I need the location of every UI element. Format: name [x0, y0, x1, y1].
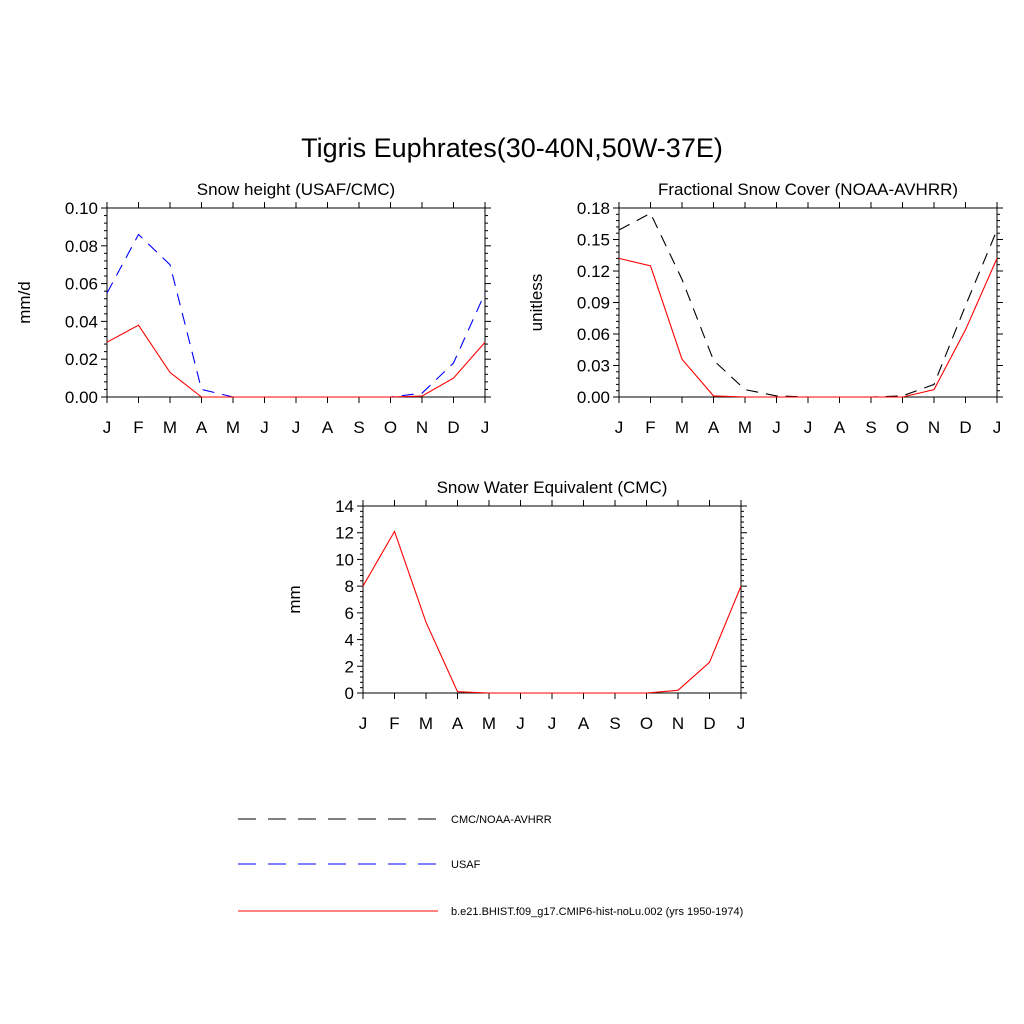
plot-frame [106, 207, 486, 398]
y-tick-label: 0.06 [577, 325, 610, 344]
chart-panel-1: Snow height (USAF/CMC) mm/d 0.00 0.02 0.04 0.… [15, 180, 491, 437]
y-tick-label: 6 [345, 604, 354, 623]
y-tick-label: 0.15 [577, 231, 610, 250]
y-tick-label: 4 [345, 631, 354, 650]
legend-label: USAF [451, 859, 481, 871]
x-tick-label: J [292, 418, 301, 437]
x-tick-label: S [609, 714, 620, 733]
y-tick-label: 0.00 [65, 388, 98, 407]
series-line [618, 257, 998, 398]
x-tick-label: M [226, 418, 240, 437]
x-tick-label: J [548, 714, 557, 733]
x-tick-label: F [389, 714, 399, 733]
y-tick-label: 2 [345, 657, 354, 676]
legend-item: b.e21.BHIST.f09_g17.CMIP6-hist-noLu.002 … [238, 906, 743, 918]
y-axis-label: mm [285, 585, 304, 613]
x-tick-label: N [672, 714, 684, 733]
x-tick-label: J [772, 418, 781, 437]
x-tick-label: D [447, 418, 459, 437]
panel-title: Snow height (USAF/CMC) [197, 180, 395, 199]
x-tick-label: M [738, 418, 752, 437]
x-tick-label: N [416, 418, 428, 437]
series-line [618, 212, 998, 398]
x-tick-label: D [703, 714, 715, 733]
y-tick-label: 0.09 [577, 294, 610, 313]
y-tick-label: 0 [345, 684, 354, 703]
x-tick-label: O [640, 714, 653, 733]
x-tick-label: J [516, 714, 525, 733]
x-tick-label: S [865, 418, 876, 437]
y-axis-label: unitless [527, 274, 546, 332]
y-tick-label: 0.02 [65, 350, 98, 369]
y-tick-label: 0.00 [577, 388, 610, 407]
x-tick-label: J [359, 714, 368, 733]
panel-title: Fractional Snow Cover (NOAA-AVHRR) [658, 180, 958, 199]
x-tick-label: A [322, 418, 334, 437]
x-tick-label: A [196, 418, 208, 437]
x-tick-label: D [959, 418, 971, 437]
x-tick-label: F [133, 418, 143, 437]
y-tick-label: 14 [335, 497, 354, 516]
series-line [106, 324, 486, 398]
x-tick-label: O [384, 418, 397, 437]
x-tick-label: J [737, 714, 746, 733]
x-tick-label: A [452, 714, 464, 733]
y-tick-label: 0.12 [577, 262, 610, 281]
figure-title: Tigris Euphrates(30-40N,50W-37E) [301, 133, 723, 163]
x-tick-label: A [708, 418, 720, 437]
x-tick-label: A [834, 418, 846, 437]
x-tick-label: J [260, 418, 269, 437]
x-tick-label: A [578, 714, 590, 733]
x-tick-label: J [804, 418, 813, 437]
y-axis-label: mm/d [15, 281, 34, 324]
y-tick-label: 8 [345, 577, 354, 596]
legend-label: b.e21.BHIST.f09_g17.CMIP6-hist-noLu.002 … [451, 906, 743, 918]
x-tick-label: M [163, 418, 177, 437]
y-tick-label: 0.04 [65, 312, 98, 331]
legend: CMC/NOAA-AVHRR USAF b.e21.BHIST.f09_g17.CM… [238, 814, 743, 918]
series-line [106, 233, 486, 398]
x-tick-label: J [993, 418, 1002, 437]
panel-title: Snow Water Equivalent (CMC) [437, 478, 668, 497]
y-tick-label: 0.06 [65, 275, 98, 294]
x-tick-label: M [675, 418, 689, 437]
y-tick-label: 0.18 [577, 199, 610, 218]
x-tick-label: J [615, 418, 624, 437]
x-tick-label: M [482, 714, 496, 733]
x-tick-label: F [645, 418, 655, 437]
chart-panel-3: Snow Water Equivalent (CMC) mm 0 2 4 6 8 10 12 14… [285, 478, 747, 733]
y-tick-label: 0.03 [577, 357, 610, 376]
plot-frame [362, 505, 742, 694]
y-tick-label: 12 [335, 524, 354, 543]
x-tick-label: O [896, 418, 909, 437]
series-line [362, 530, 742, 694]
chart-panel-2: Fractional Snow Cover (NOAA-AVHRR) unitle… [527, 180, 1003, 437]
y-tick-label: 10 [335, 550, 354, 569]
y-tick-label: 0.08 [65, 237, 98, 256]
legend-label: CMC/NOAA-AVHRR [451, 814, 552, 826]
x-tick-label: J [481, 418, 490, 437]
x-tick-label: M [419, 714, 433, 733]
x-tick-label: J [103, 418, 112, 437]
legend-item: USAF [238, 859, 481, 871]
x-tick-label: S [353, 418, 364, 437]
x-tick-label: N [928, 418, 940, 437]
y-tick-label: 0.10 [65, 199, 98, 218]
chart-panels: Snow height (USAF/CMC) mm/d 0.00 0.02 0.04 0.… [15, 180, 1003, 733]
legend-item: CMC/NOAA-AVHRR [238, 814, 552, 826]
